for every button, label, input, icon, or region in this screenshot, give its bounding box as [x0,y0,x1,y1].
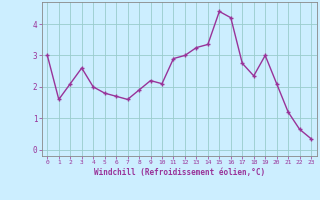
X-axis label: Windchill (Refroidissement éolien,°C): Windchill (Refroidissement éolien,°C) [94,168,265,177]
